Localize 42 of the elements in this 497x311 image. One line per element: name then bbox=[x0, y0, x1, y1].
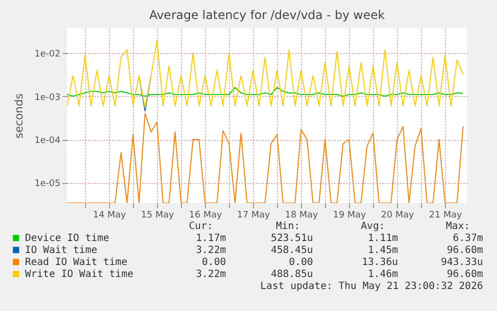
text: 523.51u bbox=[270, 233, 313, 244]
text: 1.11m bbox=[368, 233, 398, 244]
line-series bbox=[67, 86, 464, 97]
text: 96.60m bbox=[446, 245, 483, 256]
text: Last update: Thu May 21 23:00:32 2026 bbox=[260, 281, 483, 292]
text: 1.45m bbox=[368, 245, 398, 256]
line-series bbox=[67, 40, 464, 108]
y-tick-label: 1e-02 bbox=[34, 50, 60, 60]
y-tick-label: 1e-04 bbox=[34, 136, 61, 146]
text: 1.46m bbox=[368, 269, 398, 280]
legend-label: Read IO Wait time bbox=[25, 257, 128, 268]
x-tick-label: 18 May bbox=[285, 210, 319, 220]
legend-label: Device IO time bbox=[25, 233, 110, 244]
x-tick-label: 14 May bbox=[93, 210, 127, 220]
x-tick-label: 21 May bbox=[429, 210, 463, 220]
text: 1.17m bbox=[196, 233, 226, 244]
text: 6.37m bbox=[452, 233, 483, 244]
text: 3.22m bbox=[196, 269, 226, 280]
y-axis-title: seconds bbox=[12, 93, 26, 138]
y-tick-label: 1e-05 bbox=[34, 179, 60, 190]
legend-label: Write IO Wait time bbox=[25, 269, 134, 280]
text: Min: bbox=[276, 221, 300, 232]
x-tick-label: 19 May bbox=[333, 210, 367, 220]
text: 943.33u bbox=[440, 257, 483, 268]
x-tick-label: 20 May bbox=[381, 210, 415, 220]
y-tick-label: 1e-03 bbox=[34, 92, 60, 103]
x-tick-label: 16 May bbox=[189, 210, 223, 220]
text: 458.45u bbox=[270, 245, 313, 256]
text: Avg: bbox=[360, 221, 385, 232]
text: Max: bbox=[446, 221, 470, 232]
text: 488.85u bbox=[270, 269, 313, 280]
text: 3.22m bbox=[196, 245, 226, 256]
text: 96.60m bbox=[446, 269, 483, 280]
x-tick-label: 15 May bbox=[141, 210, 175, 220]
text: Cur: bbox=[188, 221, 213, 232]
line-series bbox=[67, 112, 464, 203]
text: 0.00 bbox=[202, 257, 226, 268]
x-tick-label: 17 May bbox=[237, 210, 271, 220]
chart-title: Average latency for /dev/vda - by week bbox=[149, 8, 385, 22]
text: 13.36u bbox=[362, 257, 398, 268]
text: 0.00 bbox=[288, 257, 313, 268]
legend-label: IO Wait time bbox=[25, 245, 98, 256]
